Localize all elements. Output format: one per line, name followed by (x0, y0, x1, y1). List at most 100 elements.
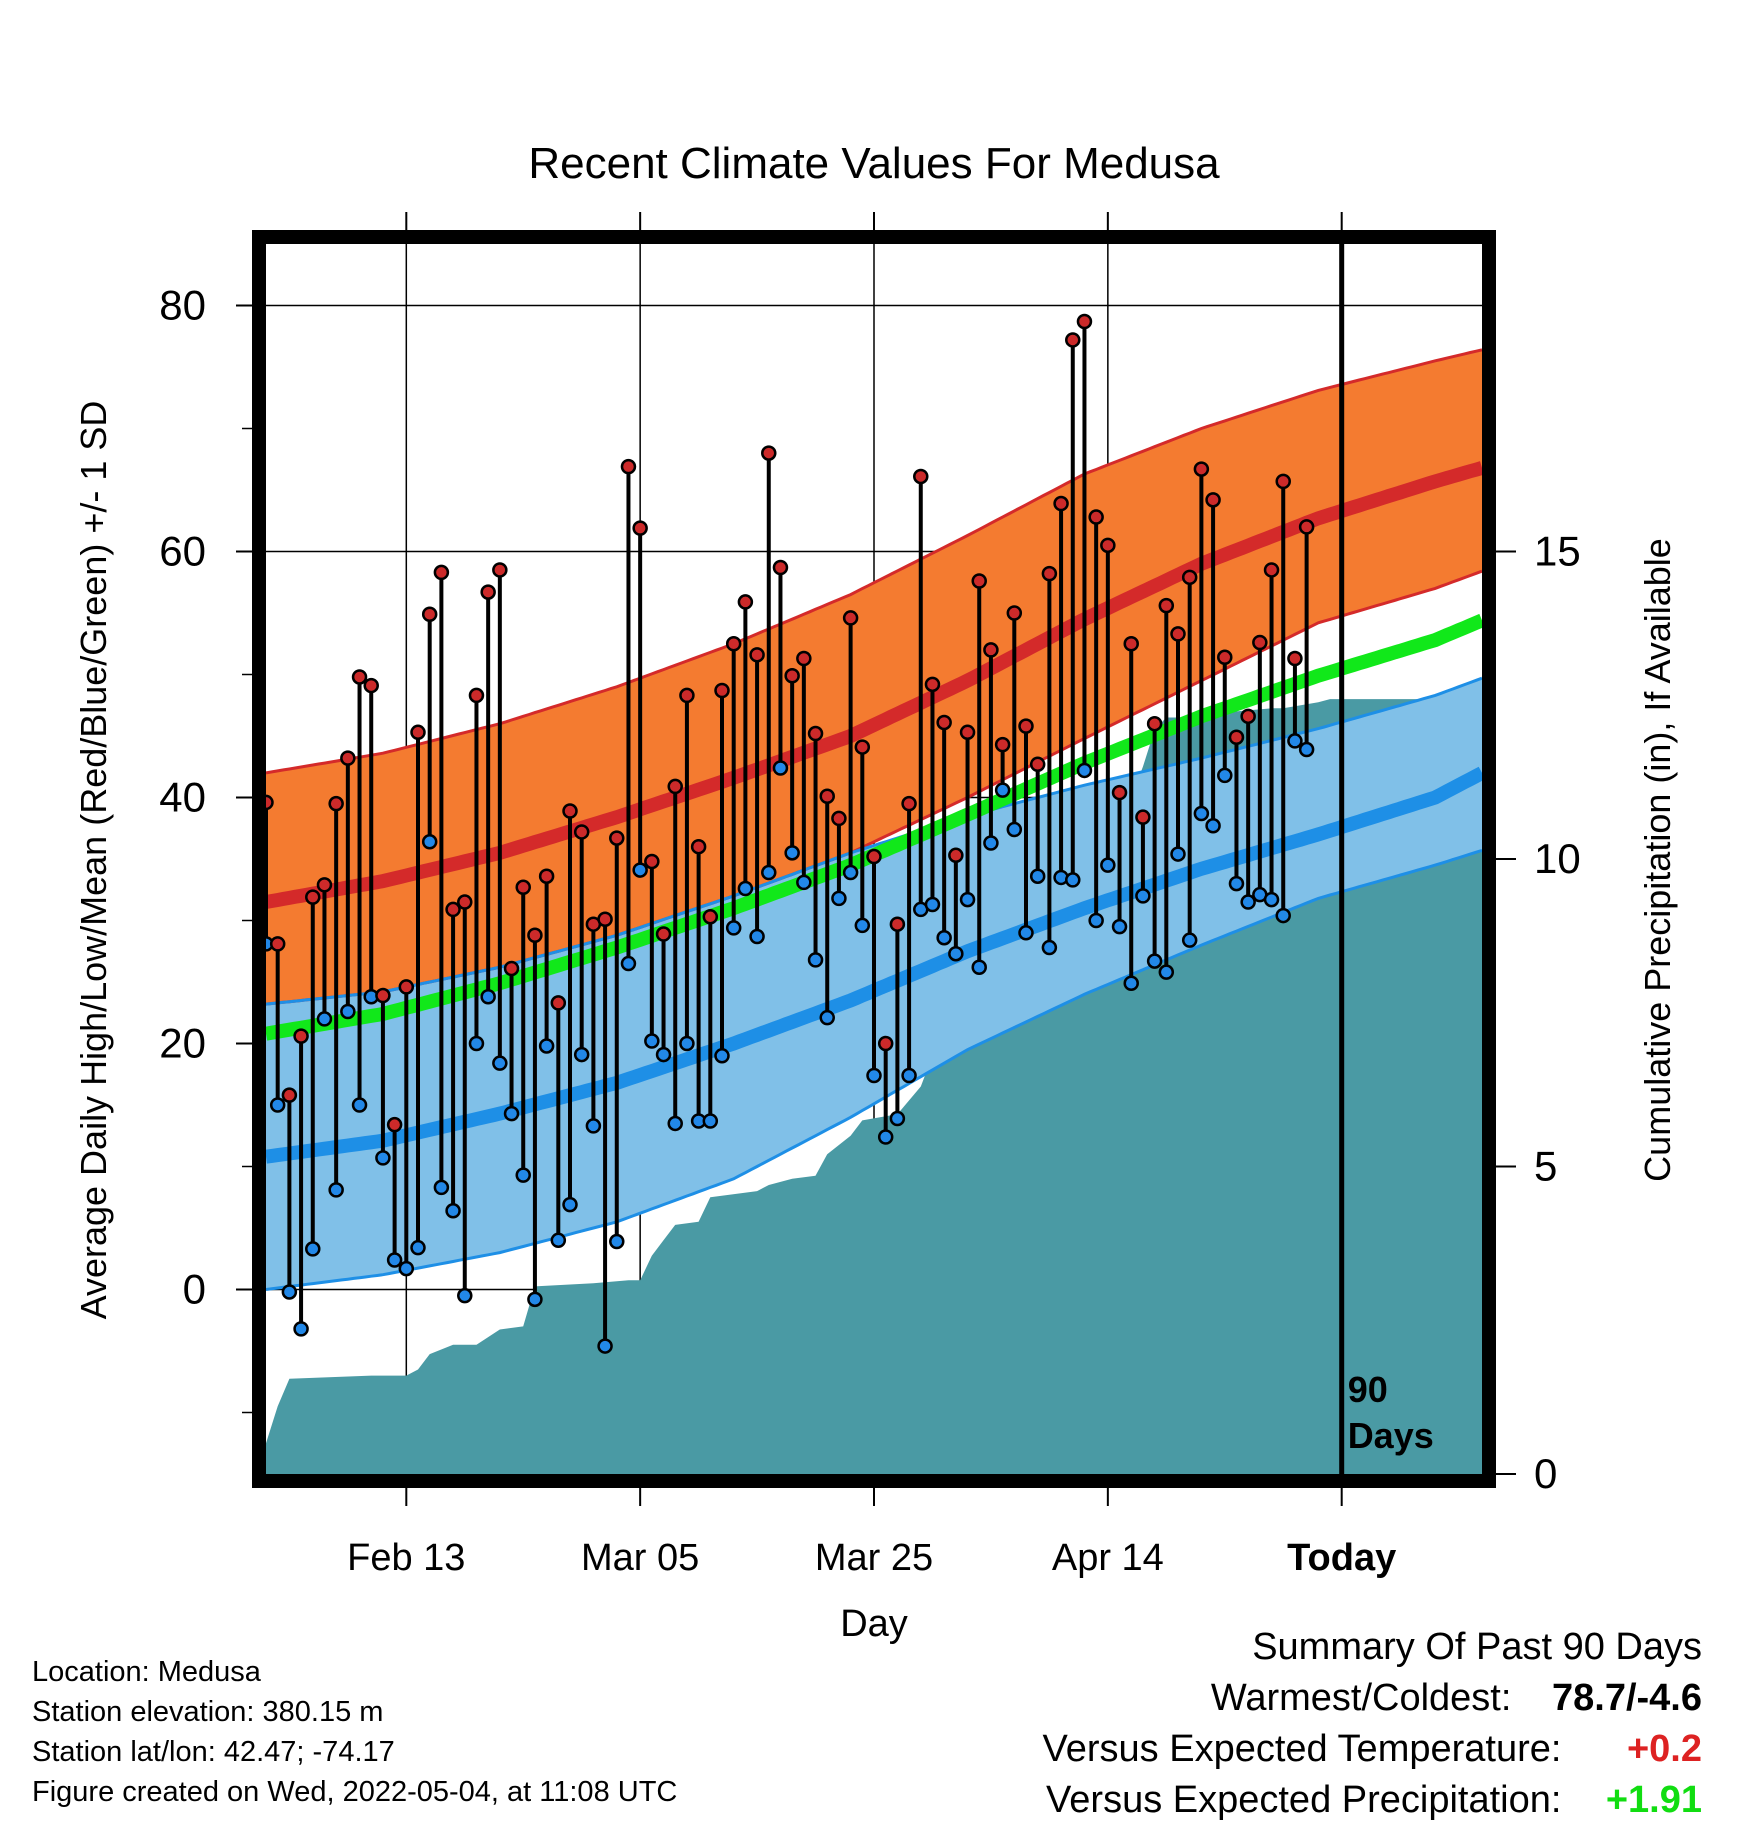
daily-low-point (667, 1115, 683, 1132)
x-axis-label: Day (840, 1603, 908, 1645)
daily-high-point (667, 778, 683, 795)
daily-low-point (644, 1033, 660, 1049)
plot-area: 90 Days (266, 244, 1482, 1474)
daily-high-point (971, 573, 987, 589)
daily-high-point (1100, 537, 1116, 554)
daily-high-point (1053, 495, 1069, 512)
normal-high-line (266, 461, 1482, 909)
daily-low-point (819, 1009, 835, 1026)
y-tick-label: 80 (159, 282, 206, 329)
daily-low-point (421, 834, 438, 850)
daily-low-point (609, 1233, 625, 1250)
daily-low-point (761, 864, 777, 881)
daily-low-point (877, 1129, 894, 1145)
daily-high-point (1275, 473, 1291, 490)
daily-high-point (421, 606, 438, 622)
low-upper-line (266, 676, 1482, 1006)
daily-high-point (562, 803, 578, 819)
axes: 0 20 40 60 80 0 5 10 15 Feb 13 Mar 05 Mar 25 Apr 14 T… (159, 212, 1581, 1579)
daily-low-point (1135, 888, 1151, 904)
daily-high-point (1006, 605, 1023, 621)
daily-low-point (842, 864, 859, 881)
daily-low-point (702, 1113, 719, 1129)
x-tick-label: Mar 05 (581, 1537, 699, 1579)
daily-low-point (679, 1035, 695, 1052)
daily-low-point (340, 1003, 356, 1020)
precip-label: Versus Expected Precipitation: (1046, 1779, 1562, 1821)
y-axis-label: Average Daily High/Low/Mean (Red/Blue/Gr… (73, 401, 114, 1320)
daily-high-point (1205, 492, 1221, 508)
daily-high-point (948, 847, 964, 864)
daily-high-point (679, 687, 695, 704)
daily-high-point (784, 667, 800, 684)
daily-high-point (1252, 634, 1268, 651)
daily-high-point (375, 987, 391, 1004)
summary-heading: Summary Of Past 90 Days (1252, 1626, 1702, 1668)
temp-value: +0.2 (1626, 1728, 1702, 1770)
y2-axis-label: Cumulative Precipitation (in), If Availa… (1637, 538, 1678, 1182)
location-text: Location: Medusa (32, 1656, 261, 1688)
daily-high-point (644, 853, 660, 870)
daily-low-point (725, 920, 742, 936)
daily-high-point (1088, 509, 1104, 525)
daily-high-point (983, 642, 999, 658)
daily-high-point (866, 848, 882, 865)
daily-high-point (1193, 461, 1210, 477)
daily-high-point (445, 901, 461, 918)
daily-high-point (351, 669, 368, 685)
daily-low-point (807, 952, 824, 968)
daily-low-point (796, 874, 812, 891)
daily-high-point (305, 889, 321, 905)
y2-tick-label: 15 (1534, 528, 1581, 575)
daily-low-point (924, 896, 941, 913)
daily-high-point (877, 1035, 894, 1052)
daily-high-point (480, 584, 496, 600)
daily-low-point (1263, 891, 1280, 908)
daily-low-point (737, 880, 754, 897)
x-tick-label: Apr 14 (1052, 1537, 1164, 1579)
daily-low-point (538, 1038, 555, 1054)
y2-tick-label: 5 (1534, 1143, 1557, 1190)
daily-low-point (375, 1150, 391, 1166)
daily-low-point (305, 1241, 321, 1257)
daily-high-point (1018, 718, 1034, 734)
latlon-text: Station lat/lon: 42.47; -74.17 (32, 1736, 395, 1768)
elevation-text: Station elevation: 380.15 m (32, 1696, 384, 1728)
daily-low-point (1041, 939, 1058, 956)
daily-high-point (1041, 565, 1058, 582)
y-tick-label: 20 (159, 1020, 206, 1067)
daily-high-point (492, 562, 508, 578)
daily-high-point (761, 445, 777, 461)
daily-high-point (1181, 569, 1198, 586)
daily-high-point (503, 960, 520, 977)
daily-low-point (1158, 964, 1175, 980)
y-tick-label: 0 (183, 1266, 206, 1313)
daily-low-point (410, 1239, 426, 1256)
daily-low-point (1006, 821, 1023, 838)
daily-low-point (959, 891, 976, 908)
daily-high-point (410, 724, 426, 741)
daily-high-point (328, 795, 344, 812)
daily-high-point (1135, 809, 1151, 825)
daily-low-point (585, 1118, 602, 1134)
y-tick-label: 60 (159, 528, 206, 575)
daily-high-point (690, 838, 707, 855)
daily-high-point (842, 610, 859, 626)
daily-high-point (1217, 649, 1233, 666)
daily-low-point (1123, 975, 1139, 991)
daily-high-point (266, 794, 274, 811)
daily-low-point (948, 945, 964, 962)
daily-low-point (994, 782, 1011, 798)
daily-high-point (725, 636, 742, 652)
summary-temp-row: Versus Expected Temperature: +0.2 (1043, 1724, 1702, 1775)
daily-low-point (597, 1338, 613, 1354)
daily-low-point (1275, 907, 1291, 924)
daily-low-point (1111, 918, 1128, 935)
daily-low-point (269, 1097, 286, 1113)
daily-low-point (515, 1167, 531, 1183)
daily-high-point (363, 677, 379, 694)
daily-high-point (1111, 784, 1128, 801)
daily-low-point (1240, 894, 1256, 910)
daily-low-point (562, 1196, 578, 1213)
daily-high-point (737, 594, 754, 610)
